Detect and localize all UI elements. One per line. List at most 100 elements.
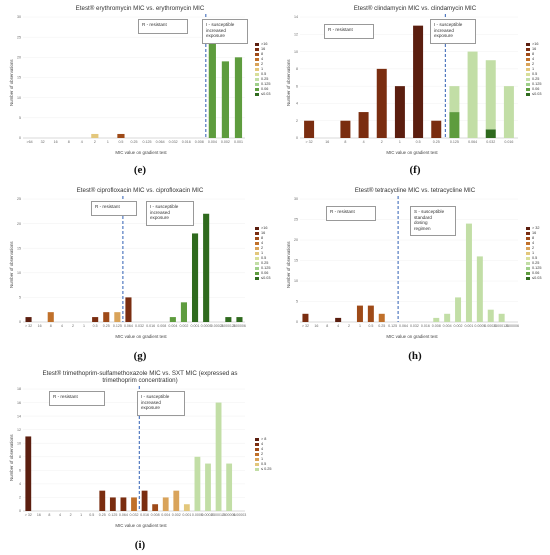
chart-title: Etest® trimethoprim-sulfamethoxazole MIC…: [42, 370, 238, 384]
y-tick-label: 2: [19, 496, 21, 500]
x-tick-label: 0.5: [89, 513, 94, 517]
legend-label: ≤0.03: [261, 92, 271, 96]
x-tick-label: 0.0005: [192, 513, 203, 517]
y-tick-label: 5: [19, 296, 21, 300]
x-tick-label: 8: [68, 140, 70, 144]
legend-item: 2: [526, 62, 542, 67]
x-tick-label: 0.064: [156, 140, 165, 144]
legend-item: 16: [526, 231, 542, 236]
x-tick-label: 0.5: [118, 140, 123, 144]
legend-item: 0.25: [526, 261, 542, 266]
x-tick-label: 0.002: [221, 140, 230, 144]
legend-item: > 8: [255, 437, 272, 442]
x-tick-label: 0.001: [464, 324, 473, 328]
legend: >16 16 8 4 2 1 0.5 0.25 0.125 0.06 ≤0.03: [526, 42, 542, 97]
legend-label: 2: [261, 246, 264, 250]
legend-swatch: [526, 43, 530, 46]
x-tick-label: 0.004: [443, 324, 452, 328]
legend-label: 0.125: [532, 266, 542, 270]
bar: [183, 504, 190, 511]
legend-label: 0.25: [261, 77, 269, 81]
x-tick-label: 0.125: [450, 140, 459, 144]
legend-label: 0.5: [261, 462, 267, 466]
x-tick-label: 4: [61, 324, 63, 328]
x-tick-label: >64: [26, 140, 32, 144]
bar: [109, 497, 116, 511]
bar: [125, 297, 132, 322]
legend-swatch: [255, 463, 259, 466]
x-tick-label: 0.032: [410, 324, 419, 328]
x-tick-label: 16: [314, 324, 318, 328]
bar: [194, 456, 201, 511]
legend-swatch: [255, 277, 259, 280]
x-tick-label: 0.016: [182, 140, 191, 144]
bar: [221, 61, 230, 138]
legend-item: 1: [255, 251, 271, 256]
legend-label: ≤0.03: [532, 92, 542, 96]
legend-swatch: [255, 458, 259, 461]
legend-label: 4: [261, 447, 264, 451]
legend-swatch: [526, 267, 530, 270]
y-tick-label: 30: [294, 197, 298, 201]
legend-item: 8: [526, 236, 542, 241]
x-tick-label: 0.0005: [201, 324, 212, 328]
bar: [131, 497, 137, 511]
legend-label: 2: [261, 452, 264, 456]
x-tick-label: 2: [348, 324, 350, 328]
x-tick-label: 0.008: [432, 324, 441, 328]
legend-swatch: [526, 247, 530, 250]
panel-e: Etest® erythromycin MIC vs. erythromycin…: [5, 2, 275, 178]
legend-item: 0.5: [255, 256, 271, 261]
x-tick-label: 0.000125: [221, 324, 236, 328]
legend-item: 0.125: [526, 82, 542, 87]
x-tick-label: 0.000125: [494, 324, 509, 328]
x-axis-label: MIC value on gradient test: [386, 334, 438, 339]
legend-item: 0.5: [255, 72, 271, 77]
y-tick-label: 10: [294, 50, 298, 54]
resistant-box: R - resistant: [49, 391, 105, 406]
x-tick-label: 0.064: [399, 324, 408, 328]
legend-swatch: [255, 48, 259, 51]
bar: [340, 120, 351, 138]
y-tick-label: 10: [294, 279, 298, 283]
y-tick-label: 12: [294, 32, 298, 36]
bar: [431, 120, 442, 138]
x-tick-label: 0.25: [99, 513, 106, 517]
susceptible-box: I - susceptible increased exposure: [202, 19, 248, 44]
x-tick-label: 0.125: [143, 140, 152, 144]
legend-swatch: [526, 227, 530, 230]
legend-swatch: [255, 272, 259, 275]
x-tick-label: 0.25: [131, 140, 138, 144]
y-tick-label: 5: [19, 116, 21, 120]
legend-item: 1: [526, 67, 542, 72]
legend-swatch: [255, 73, 259, 76]
legend-label: 8: [261, 236, 264, 240]
bar: [234, 57, 243, 139]
x-tick-label: 0.064: [468, 140, 477, 144]
legend-label: 0.5: [261, 72, 267, 76]
x-tick-label: 8: [344, 140, 346, 144]
x-tick-label: 0.00025: [484, 324, 497, 328]
legend-label: 1: [261, 251, 264, 255]
x-tick-label: 0.00025: [202, 513, 215, 517]
legend-swatch: [255, 247, 259, 250]
legend: >16 16 8 4 2 1 0.5 0.25 0.125 0.06 ≤0.03: [255, 226, 271, 281]
legend-item: 0.06: [255, 87, 271, 92]
legend-swatch: [526, 277, 530, 280]
x-tick-label: 16: [54, 140, 58, 144]
legend-swatch: [255, 257, 259, 260]
legend-label: 0.5: [532, 72, 538, 76]
x-tick-label: 0.0005: [474, 324, 485, 328]
legend-label: 0.25: [532, 261, 540, 265]
bar: [114, 312, 121, 322]
legend-item: >16: [255, 42, 271, 47]
legend-label: 4: [261, 241, 264, 245]
bar: [25, 317, 32, 322]
x-tick-label: 0.00025: [211, 324, 224, 328]
panel-h: Etest® tetracycline MIC vs. tetracycline…: [282, 184, 548, 364]
legend-swatch: [526, 73, 530, 76]
x-tick-label: 0.25: [103, 324, 110, 328]
bar: [367, 305, 374, 322]
x-tick-label: 0.032: [130, 513, 139, 517]
legend-item: 2: [255, 452, 272, 457]
